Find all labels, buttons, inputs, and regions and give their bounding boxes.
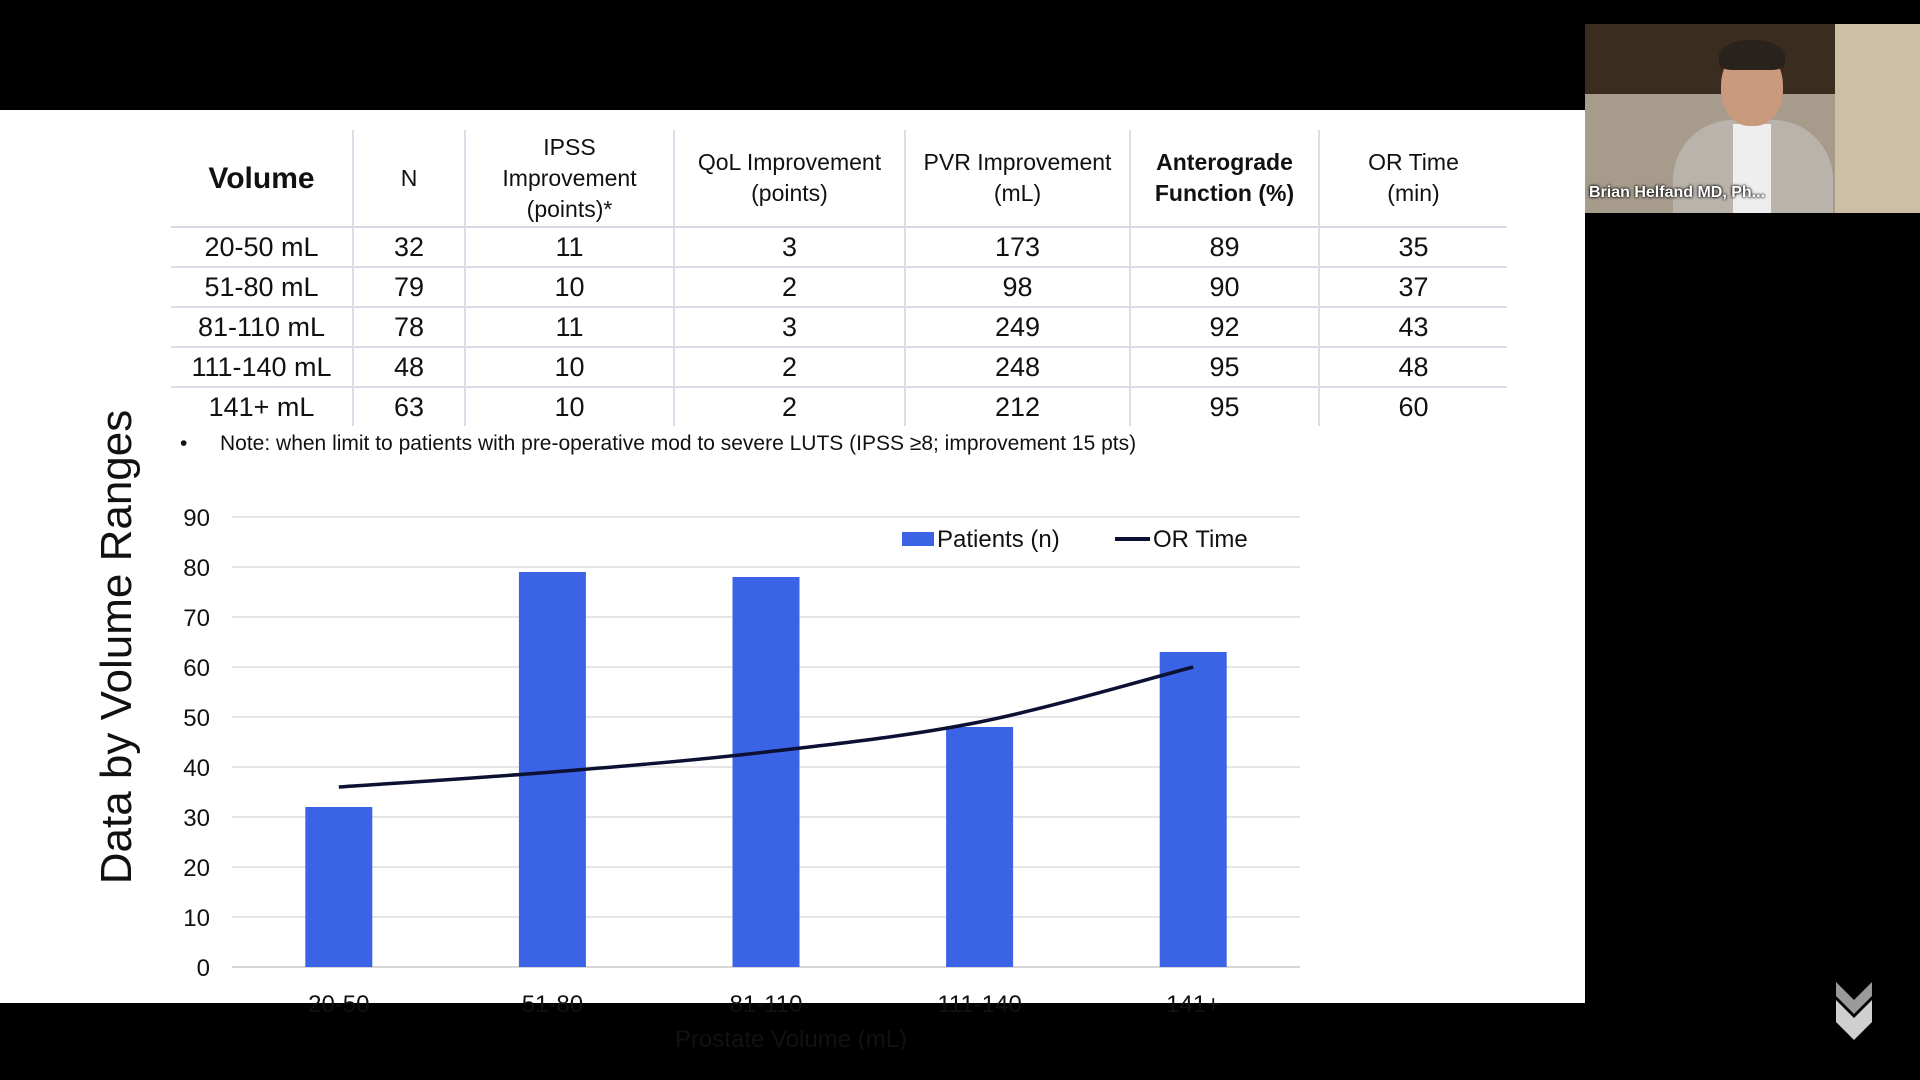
table-row: 141+ mL 63 10 2 212 95 60 bbox=[171, 387, 1507, 426]
webcam-person-shirt bbox=[1733, 124, 1771, 213]
chart-x-ticks: 20-50 51-80 81-110 111-140 141+ bbox=[308, 991, 1220, 1018]
table-cell: 10 bbox=[464, 387, 674, 426]
y-tick-label: 30 bbox=[183, 805, 210, 832]
table-cell: 95 bbox=[1129, 347, 1319, 388]
webcam-person-hair bbox=[1719, 40, 1785, 70]
bar-patients bbox=[1159, 652, 1227, 967]
header-pvr: PVR Improvement (mL) bbox=[904, 130, 1130, 228]
presentation-slide: Data by Volume Ranges Volume N bbox=[0, 110, 1585, 1050]
x-tick-label: 81-110 bbox=[730, 991, 803, 1018]
table-cell: 2 bbox=[673, 347, 905, 388]
table-cell: 63 bbox=[352, 387, 465, 426]
y-tick-label: 20 bbox=[183, 855, 210, 882]
bar-patients bbox=[305, 807, 373, 967]
x-tick-label: 51-80 bbox=[522, 991, 583, 1018]
table-row: 20-50 mL 32 11 3 173 89 35 bbox=[171, 227, 1507, 268]
chart-line-series bbox=[338, 665, 1194, 789]
line-or-time bbox=[338, 665, 1194, 789]
webcam-background-panel bbox=[1835, 24, 1920, 213]
note-text: Note: when limit to patients with pre-op… bbox=[220, 432, 1137, 455]
table-cell: 81-110 mL bbox=[171, 307, 353, 348]
y-tick-label: 10 bbox=[183, 905, 210, 932]
x-tick-label: 20-50 bbox=[308, 991, 369, 1018]
chart-legend: Patients (n) OR Time bbox=[902, 526, 1248, 553]
table-cell: 11 bbox=[464, 307, 674, 348]
table-cell: 37 bbox=[1318, 267, 1507, 308]
table-header-row: Volume N IPSS Improvement (points)* QoL … bbox=[171, 130, 1507, 228]
legend-swatch-patients bbox=[902, 532, 934, 546]
legend-label-patients: Patients (n) bbox=[937, 526, 1060, 553]
chart-x-label: Prostate Volume (mL) bbox=[675, 1026, 907, 1050]
webcam-video-tile[interactable]: Brian Helfand MD, Ph... bbox=[1585, 24, 1920, 213]
bar-patients bbox=[732, 577, 800, 967]
table-cell: 48 bbox=[1318, 347, 1507, 388]
chart-bars bbox=[305, 572, 1227, 967]
chart-y-ticks: 0 10 20 30 40 50 60 70 80 90 bbox=[183, 505, 210, 982]
bar-patients bbox=[946, 727, 1014, 967]
table-cell: 20-50 mL bbox=[171, 227, 353, 268]
table-row: 81-110 mL 78 11 3 249 92 43 bbox=[171, 307, 1507, 348]
table-cell: 3 bbox=[673, 307, 905, 348]
table-cell: 173 bbox=[904, 227, 1130, 268]
table-cell: 43 bbox=[1318, 307, 1507, 348]
y-tick-label: 80 bbox=[183, 555, 210, 582]
y-tick-label: 70 bbox=[183, 605, 210, 632]
y-tick-label: 40 bbox=[183, 755, 210, 782]
table-cell: 79 bbox=[352, 267, 465, 308]
table-cell: 89 bbox=[1129, 227, 1319, 268]
note-bullet: • bbox=[180, 432, 188, 455]
table-cell: 10 bbox=[464, 347, 674, 388]
table-cell: 11 bbox=[464, 227, 674, 268]
table-cell: 78 bbox=[352, 307, 465, 348]
table-cell: 48 bbox=[352, 347, 465, 388]
table-cell: 51-80 mL bbox=[171, 267, 353, 308]
chevron-shield-logo-icon bbox=[1836, 982, 1872, 1040]
x-tick-label: 111-140 bbox=[937, 991, 1022, 1018]
table-cell: 2 bbox=[673, 387, 905, 426]
table-cell: 95 bbox=[1129, 387, 1319, 426]
header-ipss: IPSS Improvement (points)* bbox=[464, 130, 674, 228]
table-cell: 98 bbox=[904, 267, 1130, 308]
table-cell: 212 bbox=[904, 387, 1130, 426]
table-cell: 141+ mL bbox=[208, 391, 315, 422]
table-cell: 3 bbox=[673, 227, 905, 268]
volume-chart: 0 10 20 30 40 50 60 70 80 90 20-50 51-80 81-110 111-… bbox=[183, 505, 1300, 1050]
header-or-time: OR Time (min) bbox=[1318, 130, 1507, 228]
table-row: 51-80 mL 79 10 2 98 90 37 bbox=[171, 267, 1507, 308]
header-anterograde: Anterograde Function (%) bbox=[1129, 130, 1319, 228]
header-qol: QoL Improvement (points) bbox=[673, 130, 905, 228]
table-cell: 92 bbox=[1129, 307, 1319, 348]
table-cell: 60 bbox=[1318, 387, 1507, 426]
table-row: 111-140 mL 48 10 2 248 95 48 bbox=[171, 347, 1507, 388]
y-tick-label: 90 bbox=[183, 505, 210, 532]
y-tick-label: 50 bbox=[183, 705, 210, 732]
table-note: • Note: when limit to patients with pre-o… bbox=[180, 432, 1136, 456]
legend-label-or-time: OR Time bbox=[1153, 526, 1248, 553]
table-cell: 35 bbox=[1318, 227, 1507, 268]
header-n: N bbox=[352, 130, 465, 228]
y-tick-label: 0 bbox=[197, 955, 210, 982]
table-cell: 249 bbox=[904, 307, 1130, 348]
volume-data-table: Volume N IPSS Improvement (points)* QoL … bbox=[171, 130, 1507, 426]
participant-name-label: Brian Helfand MD, Ph... bbox=[1589, 184, 1766, 201]
table-cell: 111-140 mL bbox=[171, 347, 353, 388]
x-tick-label: 141+ bbox=[1166, 991, 1220, 1018]
table-cell: 90 bbox=[1129, 267, 1319, 308]
table-cell: 248 bbox=[904, 347, 1130, 388]
slide-side-title: Data by Volume Ranges bbox=[92, 409, 141, 885]
table-cell: 10 bbox=[464, 267, 674, 308]
table-cell: 2 bbox=[673, 267, 905, 308]
y-tick-label: 60 bbox=[183, 655, 210, 682]
table-cell: 32 bbox=[352, 227, 465, 268]
header-volume: Volume bbox=[171, 130, 353, 228]
